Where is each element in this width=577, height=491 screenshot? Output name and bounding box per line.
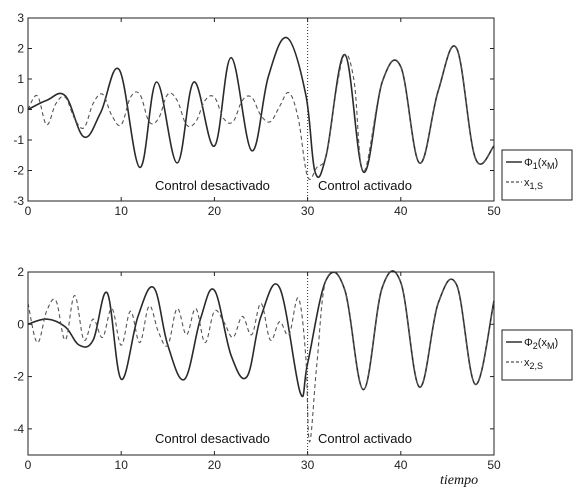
annotation-control-on: Control activado	[318, 178, 412, 193]
x-tick-label: 40	[394, 458, 408, 472]
legend-box	[501, 329, 573, 381]
x-tick-label: 40	[394, 204, 408, 218]
chart-top: 0 10 20 30 40 50 -3 -2 -1 0 1 2 3 Control desactivado…	[13, 11, 573, 218]
x-tick-label: 20	[208, 204, 222, 218]
x-tick-label: 10	[115, 204, 129, 218]
series-2-line	[27, 45, 495, 180]
y-tick-label: 2	[17, 42, 24, 56]
y-tick-label: -4	[13, 422, 24, 436]
x-tick-label: 30	[301, 458, 315, 472]
legend-label: Φ2(xM)	[524, 337, 558, 351]
plot-area	[28, 18, 494, 201]
legend-label: x1,S	[524, 177, 543, 191]
y-tick-label: 0	[17, 103, 24, 117]
axes-box	[27, 271, 495, 456]
legend-label: x2,S	[524, 357, 543, 371]
x-tick-label: 0	[25, 458, 32, 472]
y-tick-label: -1	[13, 133, 24, 147]
x-tick-label: 20	[208, 458, 222, 472]
y-tick-label: 0	[17, 317, 24, 331]
plot-area	[28, 272, 494, 455]
y-tick-label: 2	[17, 265, 24, 279]
x-tick-label: 10	[115, 458, 129, 472]
series-2-line	[27, 270, 495, 443]
series-1-line	[27, 270, 495, 398]
annotation-control-off: Control desactivado	[155, 178, 270, 193]
annotation-control-off: Control desactivado	[155, 431, 270, 446]
x-tick-label: 50	[487, 458, 501, 472]
x-tick-label: 30	[301, 204, 315, 218]
y-tick-label: -3	[13, 194, 24, 208]
y-tick-label: -2	[13, 164, 24, 178]
legend-label: Φ1(xM)	[524, 157, 558, 171]
chart-bottom: 0 10 20 30 40 50 -4 -2 0 2 Control desactivado Cont…	[13, 265, 573, 472]
y-tick-label: 3	[17, 11, 24, 25]
y-tick-label: 1	[17, 72, 24, 86]
legend-box	[501, 149, 573, 201]
annotation-control-on: Control activado	[318, 431, 412, 446]
x-axis-label: tiempo	[440, 473, 478, 488]
y-tick-label: -2	[13, 370, 24, 384]
x-tick-label: 0	[25, 204, 32, 218]
x-tick-label: 50	[487, 204, 501, 218]
